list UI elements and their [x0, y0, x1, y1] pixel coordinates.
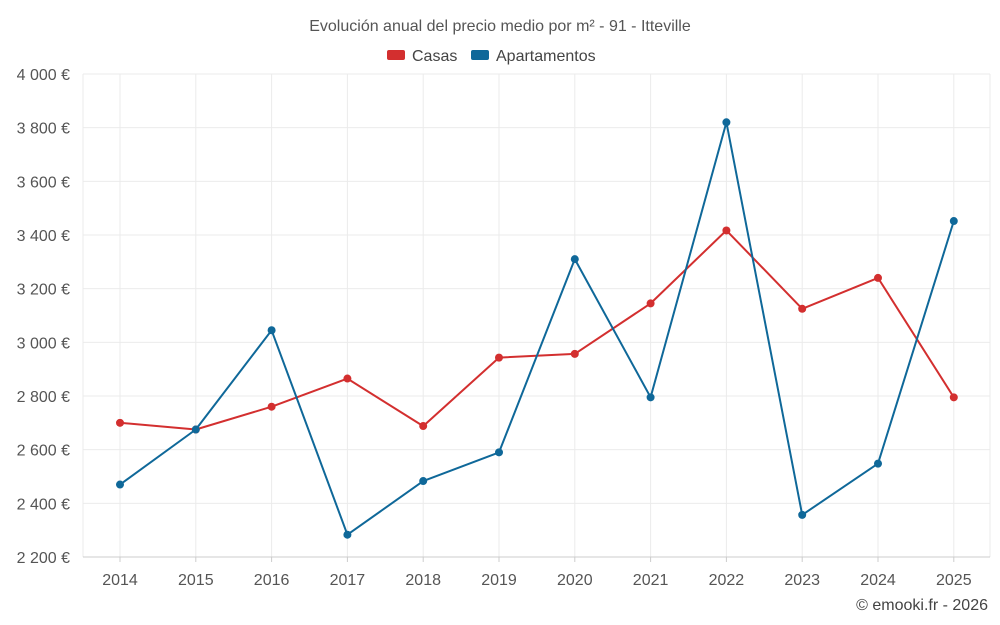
legend-label: Apartamentos	[496, 48, 596, 65]
legend-swatch	[387, 50, 405, 60]
data-point	[191, 425, 200, 434]
x-axis: 2014 2015 2016 2017 2018 2019 2020 2021 2022 2023…	[102, 557, 972, 589]
data-point	[419, 422, 428, 431]
data-point	[419, 477, 428, 486]
y-tick-label: 3 800 €	[17, 121, 70, 138]
x-tick-label: 2020	[557, 572, 593, 589]
legend: Casas Apartamentos	[387, 48, 596, 65]
y-tick-label: 3 400 €	[17, 228, 70, 245]
data-point	[874, 273, 882, 282]
data-point	[646, 393, 655, 402]
data-point	[116, 480, 124, 489]
x-tick-label: 2021	[633, 572, 669, 589]
data-point	[495, 353, 503, 362]
data-point	[722, 226, 731, 235]
y-tick-label: 2 800 €	[17, 389, 70, 406]
data-point	[646, 299, 655, 308]
series-line	[119, 229, 955, 431]
x-tick-label: 2015	[178, 572, 214, 589]
y-tick-label: 2 200 €	[17, 550, 70, 567]
data-point	[343, 374, 352, 383]
x-tick-label: 2022	[709, 572, 745, 589]
x-tick-label: 2025	[936, 572, 972, 589]
data-point	[343, 530, 352, 539]
series-line	[119, 121, 955, 536]
series-casas	[116, 226, 958, 434]
credit-text: © emooki.fr - 2026	[856, 597, 988, 614]
legend-swatch	[471, 50, 489, 60]
y-tick-label: 3 600 €	[17, 174, 70, 191]
data-point	[874, 459, 882, 468]
data-point	[722, 118, 731, 127]
y-tick-label: 3 000 €	[17, 335, 70, 352]
y-tick-label: 3 200 €	[17, 282, 70, 299]
x-tick-label: 2014	[102, 572, 138, 589]
x-tick-label: 2018	[405, 572, 441, 589]
data-point	[798, 304, 807, 313]
y-axis: 2 200 € 2 400 € 2 600 € 2 800 € 3 000 € 3 200…	[17, 67, 70, 567]
y-tick-label: 4 000 €	[17, 67, 70, 84]
series-layer	[116, 118, 958, 539]
data-point	[570, 255, 579, 264]
legend-label: Casas	[412, 48, 457, 65]
y-tick-label: 2 600 €	[17, 443, 70, 460]
x-tick-label: 2017	[330, 572, 366, 589]
series-apartamentos	[116, 118, 958, 539]
x-tick-label: 2016	[254, 572, 290, 589]
data-point	[949, 393, 958, 402]
data-point	[267, 402, 276, 411]
data-point	[495, 448, 503, 457]
chart-title: Evolución anual del precio medio por m² …	[309, 18, 691, 35]
x-tick-label: 2024	[860, 572, 896, 589]
y-tick-label: 2 400 €	[17, 496, 70, 513]
data-point	[949, 217, 958, 226]
x-tick-label: 2023	[784, 572, 820, 589]
x-tick-label: 2019	[481, 572, 517, 589]
data-point	[116, 418, 124, 427]
grid	[82, 73, 991, 558]
data-point	[267, 326, 276, 335]
data-point	[798, 510, 807, 519]
data-point	[570, 349, 579, 358]
